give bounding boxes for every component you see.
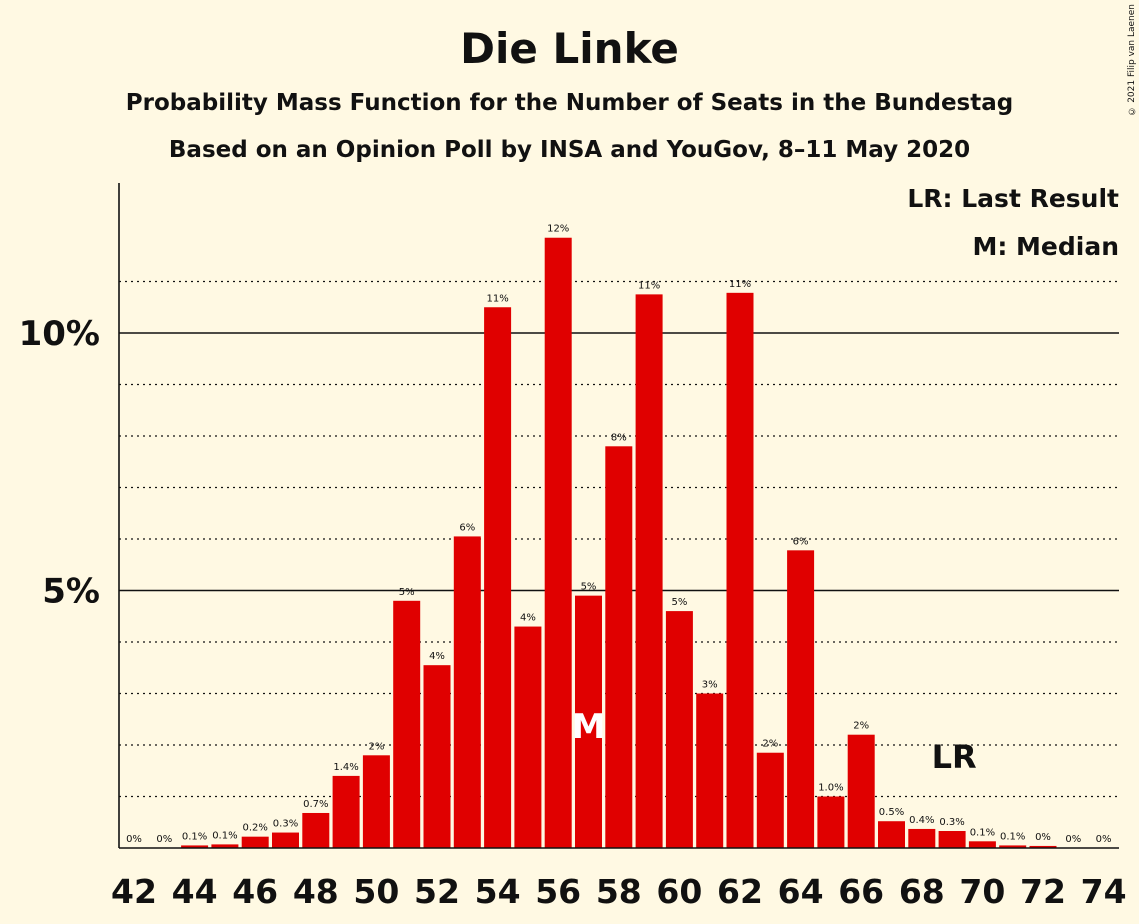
bar bbox=[817, 796, 845, 848]
median-marker: M bbox=[572, 707, 606, 747]
last-result-marker: LR bbox=[932, 738, 977, 776]
bar-value-label: 6% bbox=[793, 536, 809, 547]
bar-value-label: 0.5% bbox=[879, 807, 904, 818]
legend-last-result: LR: Last Result bbox=[907, 184, 1119, 213]
bar-value-label: 0.7% bbox=[303, 799, 328, 810]
bar-value-label: 0% bbox=[156, 834, 172, 845]
x-tick-label: 50 bbox=[353, 872, 399, 911]
bar bbox=[211, 844, 239, 848]
x-tick-label: 52 bbox=[414, 872, 460, 911]
x-tick-label: 74 bbox=[1081, 872, 1127, 911]
bar bbox=[362, 755, 390, 848]
x-tick-label: 48 bbox=[293, 872, 339, 911]
bar-value-label: 0.3% bbox=[273, 819, 298, 830]
bar-value-label: 0% bbox=[1065, 834, 1081, 845]
x-tick-label: 42 bbox=[111, 872, 157, 911]
legend-median: M: Median bbox=[972, 232, 1119, 261]
bar-value-label: 4% bbox=[520, 613, 536, 624]
bar-value-label: 0.4% bbox=[909, 815, 934, 826]
x-tick-label: 72 bbox=[1020, 872, 1066, 911]
bar bbox=[635, 294, 663, 848]
x-tick-label: 64 bbox=[778, 872, 824, 911]
bar bbox=[241, 836, 269, 848]
bar-value-label: 0.2% bbox=[242, 823, 267, 834]
bar-value-label: 1.4% bbox=[333, 762, 358, 773]
x-tick-label: 60 bbox=[656, 872, 702, 911]
chart-subtitle-poll: Based on an Opinion Poll by INSA and You… bbox=[168, 137, 971, 163]
bar-value-label: 0.3% bbox=[939, 817, 964, 828]
bar bbox=[665, 611, 693, 848]
chart-title: Die Linke bbox=[460, 24, 679, 73]
bar bbox=[393, 600, 421, 848]
bar bbox=[484, 307, 512, 848]
bar-value-label: 0% bbox=[126, 834, 142, 845]
bar-value-label: 0.1% bbox=[182, 831, 207, 842]
bar bbox=[514, 626, 542, 848]
x-tick-label: 62 bbox=[717, 872, 763, 911]
bar bbox=[423, 665, 451, 848]
x-tick-label: 58 bbox=[596, 872, 642, 911]
bar bbox=[908, 828, 936, 848]
bar-value-label: 11% bbox=[729, 279, 751, 290]
bar-value-label: 0% bbox=[1035, 832, 1051, 843]
bar bbox=[696, 693, 724, 848]
x-tick-label: 66 bbox=[838, 872, 884, 911]
x-tick-label: 56 bbox=[535, 872, 581, 911]
bar-value-label: 12% bbox=[547, 224, 569, 235]
bar bbox=[878, 821, 905, 848]
bar-value-label: 5% bbox=[671, 597, 687, 608]
bar bbox=[726, 292, 754, 849]
bar-value-label: 3% bbox=[702, 680, 718, 691]
bar-value-label: 5% bbox=[399, 587, 415, 598]
bar bbox=[181, 845, 209, 848]
bar bbox=[999, 845, 1027, 848]
bar-value-label: 6% bbox=[459, 522, 475, 533]
bar-value-label: 0.1% bbox=[1000, 831, 1025, 842]
chart-subtitle: Probability Mass Function for the Number… bbox=[125, 90, 1014, 116]
bar-value-label: 11% bbox=[638, 280, 660, 291]
bar bbox=[302, 812, 330, 848]
bar bbox=[968, 841, 996, 848]
bar-value-label: 4% bbox=[429, 651, 445, 662]
bar-value-label: 0.1% bbox=[970, 827, 995, 838]
bar-value-label: 0.1% bbox=[212, 830, 237, 841]
bar-value-label: 2% bbox=[762, 739, 778, 750]
bar bbox=[332, 775, 360, 848]
x-tick-label: 54 bbox=[475, 872, 521, 911]
bar bbox=[544, 237, 572, 849]
bar-value-label: 0% bbox=[1096, 834, 1112, 845]
bar bbox=[575, 595, 602, 848]
bar bbox=[453, 536, 481, 848]
bar bbox=[938, 831, 966, 848]
bar-value-label: 2% bbox=[853, 721, 869, 732]
bar bbox=[847, 734, 875, 848]
x-tick-label: 46 bbox=[232, 872, 278, 911]
bar bbox=[756, 752, 784, 848]
x-tick-label: 68 bbox=[899, 872, 945, 911]
bar bbox=[1029, 845, 1057, 848]
bar bbox=[605, 446, 633, 848]
x-tick-label: 44 bbox=[172, 872, 218, 911]
bar bbox=[272, 832, 299, 848]
x-tick-label: 70 bbox=[959, 872, 1005, 911]
y-tick-label: 10% bbox=[19, 314, 100, 354]
bar-value-label: 11% bbox=[486, 293, 508, 304]
bar bbox=[787, 550, 815, 848]
bar-value-label: 5% bbox=[581, 582, 597, 593]
y-tick-label: 5% bbox=[42, 572, 100, 612]
bar-value-label: 2% bbox=[368, 741, 384, 752]
bar-value-label: 8% bbox=[611, 432, 627, 443]
bar-value-label: 1.0% bbox=[818, 783, 843, 794]
